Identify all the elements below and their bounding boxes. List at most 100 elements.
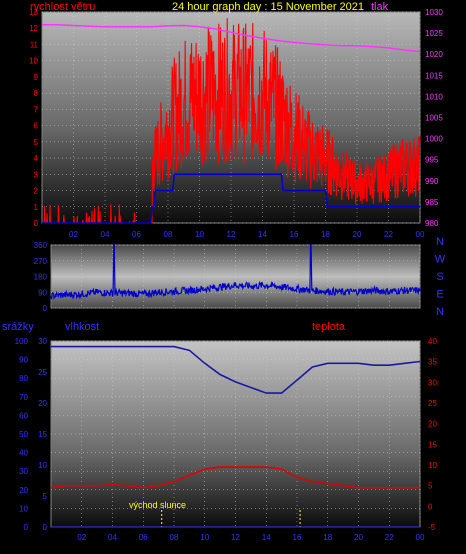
wind-tick-label: 13: [29, 8, 38, 17]
wind-tick-label: 10: [29, 57, 38, 66]
pressure-tick-label: 1005: [425, 114, 443, 123]
x-tick-label: 00: [416, 533, 425, 542]
hum-temp-data: [50, 345, 421, 528]
wind-tick-label: 3: [34, 170, 39, 179]
wind-tick-label: 1: [34, 203, 39, 212]
x-tick-label: 20: [354, 533, 363, 542]
pressure-tick-label: 1015: [425, 71, 443, 80]
x-tick-label: 14: [262, 533, 271, 542]
x-tick-label: 00: [416, 230, 425, 239]
wind-speed-axis-label: rychlost větru: [30, 1, 95, 13]
x-tick-label: 06: [132, 230, 141, 239]
wind-direction-data: [50, 244, 421, 300]
direction-tick-label: 180: [34, 273, 48, 282]
temperature-tick-label: 30: [428, 378, 437, 387]
temperature-tick-label: 0: [428, 502, 433, 511]
humidity-tick-label: 100: [15, 337, 29, 346]
x-tick-label: 10: [200, 533, 209, 542]
wind-tick-label: 12: [29, 24, 38, 33]
rain-tick-label: 5: [43, 492, 48, 501]
pressure-axis-label: tlak: [371, 1, 389, 13]
x-tick-label: 16: [293, 533, 302, 542]
wind-tick-label: 6: [34, 122, 39, 131]
x-tick-label: 18: [321, 230, 330, 239]
wind-pressure-data: [42, 18, 421, 224]
x-tick-label: 04: [101, 230, 110, 239]
hum-temp-axes: 0102030405060708090100051015202530-50510…: [15, 337, 438, 542]
humidity-tick-label: 0: [24, 523, 29, 532]
rain-tick-label: 25: [38, 368, 47, 377]
pressure-tick-label: 1000: [425, 135, 443, 144]
wind-tick-label: 7: [34, 105, 39, 114]
pressure-tick-label: 980: [425, 219, 439, 228]
pressure-tick-label: 985: [425, 198, 439, 207]
direction-tick-label: 270: [34, 257, 48, 266]
x-tick-label: 04: [108, 533, 117, 542]
rain-tick-label: 30: [38, 337, 47, 346]
sunrise-label: východ slunce: [129, 500, 186, 510]
humidity-tick-label: 50: [19, 430, 28, 439]
wind-direction-line: [50, 244, 421, 300]
wind-tick-label: 4: [34, 154, 39, 163]
humidity-tick-label: 70: [19, 393, 28, 402]
rain-tick-label: 0: [43, 523, 48, 532]
wind-tick-label: 2: [34, 187, 39, 196]
temperature-tick-label: 25: [428, 399, 437, 408]
humidity-tick-label: 30: [19, 467, 28, 476]
pressure-tick-label: 990: [425, 177, 439, 186]
temperature-line: [50, 466, 420, 489]
compass-label: E: [436, 289, 443, 301]
wind-direction-grid: [51, 244, 421, 309]
temperature-tick-label: -5: [428, 523, 436, 532]
temperature-tick-label: 15: [428, 440, 437, 449]
wind-tick-label: 5: [34, 138, 39, 147]
wind-pressure-axes: 0123456789101112139809859909951000100510…: [29, 8, 443, 239]
temperature-tick-label: 40: [428, 337, 437, 346]
x-tick-label: 12: [231, 533, 240, 542]
humidity-tick-label: 20: [19, 486, 28, 495]
temperature-tick-label: 35: [428, 358, 437, 367]
rain-tick-label: 15: [38, 430, 47, 439]
pressure-line: [42, 23, 421, 53]
wind-tick-label: 0: [34, 219, 39, 228]
x-tick-label: 22: [385, 533, 394, 542]
humidity-tick-label: 60: [19, 411, 28, 420]
x-tick-label: 06: [139, 533, 148, 542]
wind-tick-label: 9: [34, 73, 39, 82]
wind-tick-label: 11: [30, 40, 39, 49]
x-tick-label: 02: [69, 230, 78, 239]
x-tick-label: 02: [77, 533, 86, 542]
rain-axis-label: srážky: [2, 321, 34, 333]
temperature-tick-label: 5: [428, 482, 433, 491]
humidity-tick-label: 10: [19, 504, 28, 513]
compass-label: N: [436, 236, 444, 248]
compass-label: S: [436, 271, 443, 283]
x-tick-label: 10: [195, 230, 204, 239]
humidity-tick-label: 40: [19, 449, 28, 458]
chart-title: 24 hour graph day : 15 November 2021: [172, 1, 364, 13]
x-tick-label: 08: [164, 230, 173, 239]
x-tick-label: 18: [323, 533, 332, 542]
direction-tick-label: 90: [38, 288, 47, 297]
x-tick-label: 20: [353, 230, 362, 239]
compass-label: N: [436, 306, 444, 318]
wind-tick-label: 8: [34, 89, 39, 98]
temperature-axis-label: teplota: [312, 321, 346, 333]
x-tick-label: 16: [290, 230, 299, 239]
humidity-tick-label: 80: [19, 374, 28, 383]
rain-tick-label: 10: [38, 461, 47, 470]
average-wind-line: [42, 173, 420, 224]
compass-label: W: [435, 254, 446, 266]
humidity-axis-label: vlhkost: [65, 321, 99, 333]
x-tick-label: 14: [258, 230, 267, 239]
pressure-tick-label: 1010: [425, 92, 443, 101]
temperature-tick-label: 20: [428, 420, 437, 429]
hum-temp-grid: [51, 340, 421, 528]
pressure-tick-label: 1030: [425, 8, 443, 17]
direction-tick-label: 360: [34, 241, 48, 250]
direction-tick-label: 0: [43, 304, 48, 313]
x-tick-label: 08: [170, 533, 179, 542]
